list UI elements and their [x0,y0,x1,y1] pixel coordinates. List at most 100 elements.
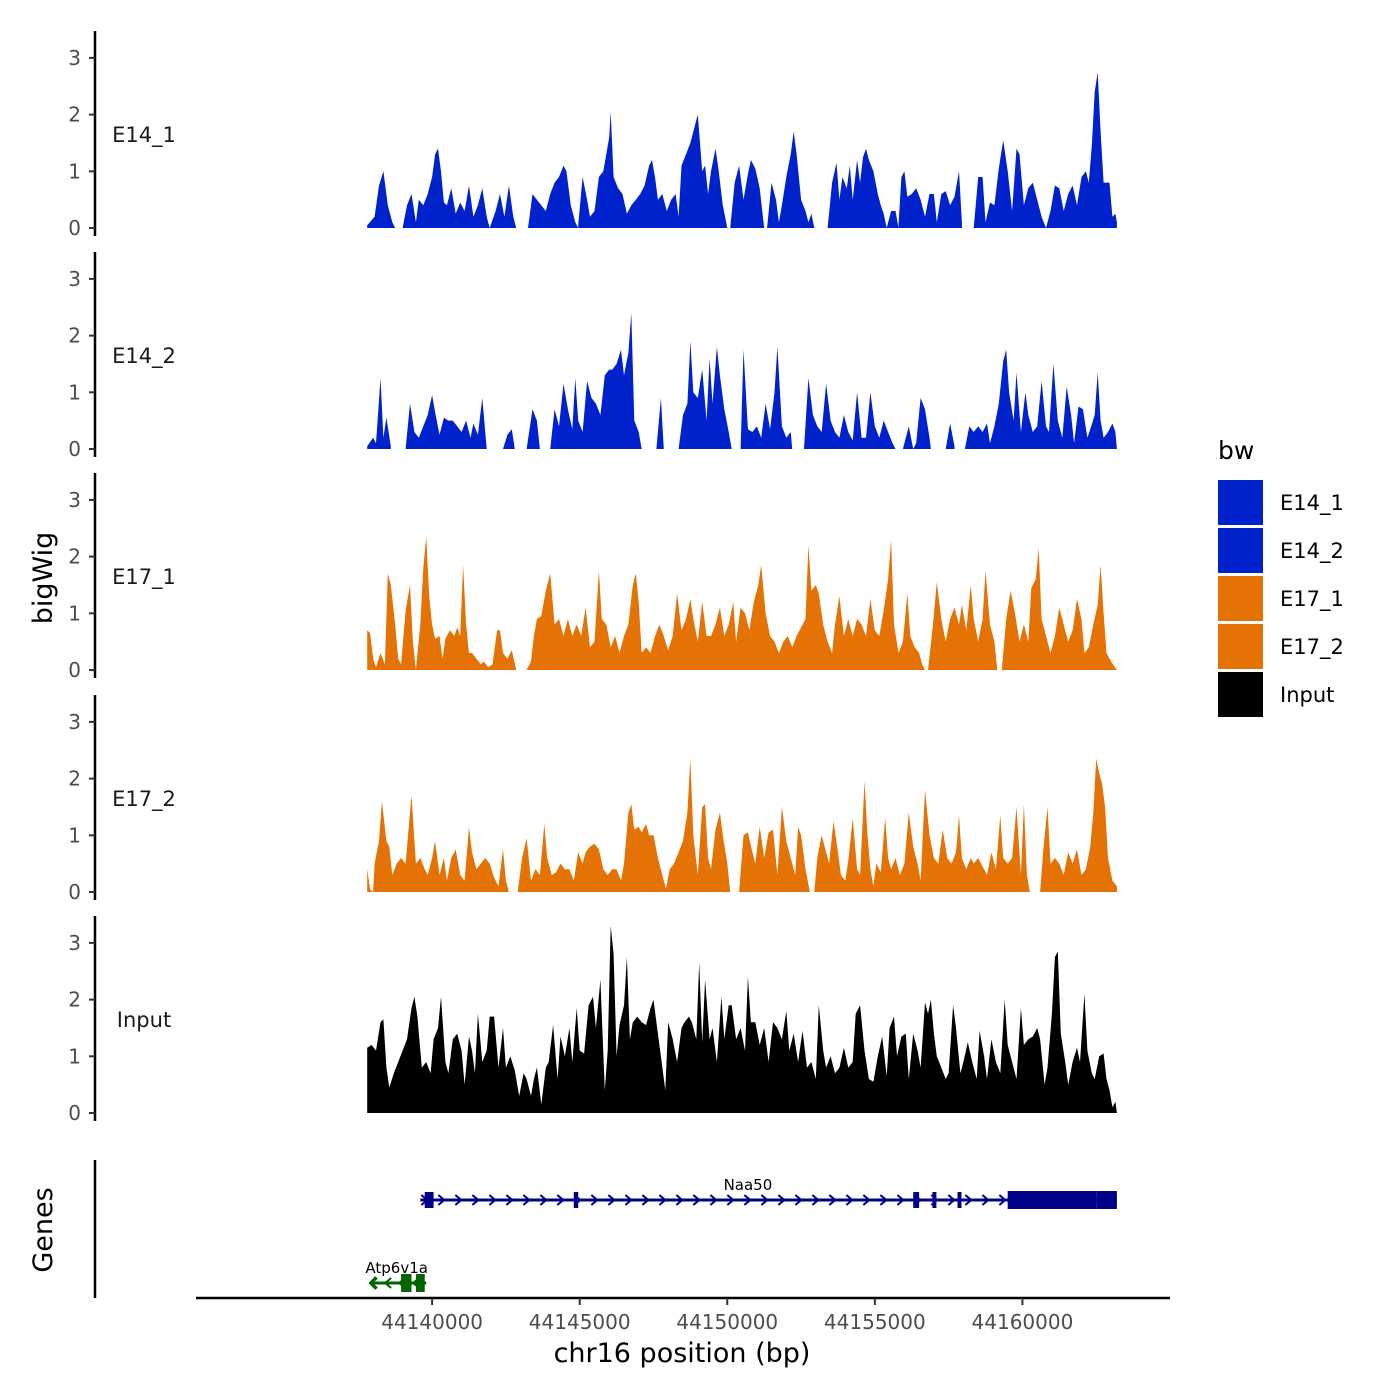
legend-title: bw [1218,436,1254,465]
y-tick-label: 2 [68,767,81,791]
strand-arrow [811,1194,820,1206]
y-tick-label: 2 [68,988,81,1012]
exon [1096,1191,1117,1209]
signal-area-E14_2-10 [945,423,955,449]
signal-area-E14_1-0 [367,171,396,228]
signal-area-E14_2-1 [405,395,487,449]
y-tick-label: 1 [68,159,81,183]
strand-arrow [692,1194,701,1206]
signal-area-E14_2-11 [964,349,1117,449]
strand-arrow [488,1194,497,1206]
signal-area-E17_2-2 [665,758,731,892]
y-tick-label: 3 [68,710,81,734]
genes-axis-title: Genes [28,1187,59,1272]
strand-arrow [383,1277,392,1289]
strand-arrow [590,1194,599,1206]
exon [913,1192,920,1208]
strand-arrow [471,1194,480,1206]
strand-arrow [522,1194,531,1206]
legend: bw E14_1 E14_2 E17_1 E17_2 Input [1218,436,1344,717]
gene-Atp6v1a: Atp6v1a [365,1259,428,1292]
legend-label-E14_1: E14_1 [1280,491,1344,516]
strand-arrow [998,1194,1007,1206]
x-tick-label: 44160000 [972,1310,1074,1334]
y-tick-label: 2 [68,103,81,127]
y-tick-label: 0 [68,437,81,461]
exon [424,1192,434,1208]
strand-arrow [454,1194,463,1206]
strand-arrow [624,1194,633,1206]
track-label: Input [117,1008,171,1032]
track-label: E17_2 [112,787,176,812]
y-tick-label: 0 [68,1101,81,1125]
signal-area-E14_1-5 [827,148,899,228]
signal-area-E17_2-5 [1040,758,1117,892]
strand-arrow [947,1194,956,1206]
x-tick-label: 44140000 [381,1310,483,1334]
strand-arrow [539,1194,548,1206]
gene-label: Naa50 [724,1176,773,1194]
track-label: E17_1 [112,565,176,590]
x-tick-label: 44145000 [529,1310,631,1334]
track-label: E14_2 [112,344,176,369]
strand-arrow [760,1194,769,1206]
y-tick-label: 3 [68,46,81,70]
signal-area-E14_2-9 [902,398,931,449]
track-panel-E17_2: 0 1 2 3 E17_2 [68,695,1117,904]
exon [1007,1191,1097,1209]
legend-label-E17_1: E17_1 [1280,587,1344,612]
x-tick-label: 44155000 [824,1310,926,1334]
exon [932,1192,937,1208]
y-tick-label: 3 [68,267,81,291]
strand-arrow [505,1194,514,1206]
legend-label-Input: Input [1280,683,1334,707]
strand-arrow [981,1194,990,1206]
y-tick-label: 2 [68,545,81,569]
legend-swatch-E17_2 [1218,624,1263,669]
strand-arrow [437,1194,446,1206]
exon [401,1274,412,1292]
strand-arrow [658,1194,667,1206]
y-tick-label: 3 [68,488,81,512]
signal-area-E14_1-6 [898,171,962,228]
strand-arrow [709,1194,718,1206]
signal-area-E17_1-1 [526,539,925,670]
y-tick-label: 1 [68,601,81,625]
gene-label: Atp6v1a [365,1259,428,1277]
signal-area-E14_2-7 [740,346,793,449]
y-tick-label: 0 [68,216,81,240]
strand-arrow [845,1194,854,1206]
signal-area-E14_2-5 [656,398,664,449]
signal-area-E17_2-4 [814,781,1030,892]
strand-arrow [675,1194,684,1206]
signal-area-E17_2-3 [739,807,810,892]
strand-arrow [896,1194,905,1206]
y-axis-title: bigWig [28,532,59,625]
genes-panel: Naa50 Atp6v1a [93,1160,1117,1298]
signal-area-E14_1-7 [973,72,1117,228]
y-tick-label: 0 [68,658,81,682]
strand-arrow [777,1194,786,1206]
signal-area-Input-0 [367,925,1117,1113]
track-panel-E17_1: 0 1 2 3 E17_1 [68,473,1117,682]
signal-area-E17_1-0 [367,536,517,670]
signal-area-E14_1-1 [402,148,517,228]
strand-arrow [743,1194,752,1206]
strand-arrow [641,1194,650,1206]
y-tick-label: 2 [68,324,81,348]
gene-Naa50: Naa50 [420,1176,1117,1209]
signal-area-E14_2-6 [678,341,732,449]
strand-arrow [862,1194,871,1206]
signal-area-E17_1-3 [1001,548,1117,670]
signal-area-E14_2-3 [526,409,540,449]
x-axis-title: chr16 position (bp) [554,1338,811,1369]
exon [573,1192,579,1208]
strand-arrow [879,1194,888,1206]
y-tick-label: 0 [68,880,81,904]
signal-area-E14_2-4 [550,312,642,449]
x-tick-label: 44150000 [676,1310,778,1334]
strand-arrow [556,1194,565,1206]
exon [957,1192,962,1208]
track-panel-E14_2: 0 1 2 3 E14_2 [68,252,1117,461]
